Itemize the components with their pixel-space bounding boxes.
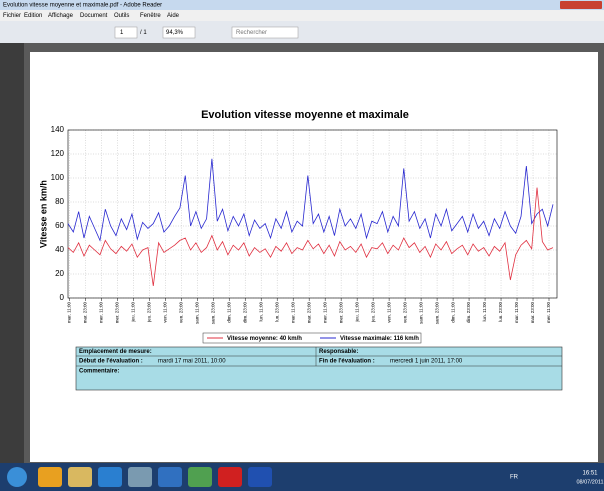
x-tick-label: mar. 11:00 bbox=[290, 302, 295, 323]
y-tick-label: 80 bbox=[55, 197, 64, 206]
x-tick-label: jeu. 23:00 bbox=[370, 302, 375, 323]
x-tick-label: ven. 23:00 bbox=[402, 302, 407, 324]
plot-frame bbox=[67, 129, 558, 299]
y-tick-label: 60 bbox=[55, 221, 64, 230]
window-buttons[interactable] bbox=[560, 1, 602, 9]
x-tick-label: mar. 11:00 bbox=[514, 302, 519, 323]
info-table bbox=[75, 346, 563, 391]
x-tick-label: mar. 23:00 bbox=[306, 302, 311, 324]
taskbar-icons bbox=[38, 467, 272, 487]
end-label: Fin de l'évaluation : bbox=[319, 359, 375, 365]
x-tick-label: lun. 23:00 bbox=[498, 302, 503, 322]
y-tick-label: 140 bbox=[51, 125, 65, 134]
x-tick-label: mer. 11:00 bbox=[98, 302, 103, 323]
toolbar bbox=[0, 21, 604, 43]
x-tick-label: jeu. 11:00 bbox=[354, 302, 359, 323]
menu-item[interactable]: Aide bbox=[167, 13, 180, 19]
x-tick-label: mer. 23:00 bbox=[114, 302, 119, 324]
responsible-label: Responsable: bbox=[319, 349, 358, 355]
menu-item[interactable]: Affichage bbox=[48, 13, 74, 19]
y-tick-label: 0 bbox=[60, 293, 65, 302]
x-tick-label: ven. 23:00 bbox=[178, 302, 183, 324]
menu-item[interactable]: Fichier bbox=[3, 13, 21, 19]
y-tick-label: 100 bbox=[51, 173, 65, 182]
menu-item[interactable]: Edition bbox=[24, 13, 42, 19]
app-icon[interactable] bbox=[218, 467, 242, 487]
start-button[interactable] bbox=[7, 467, 27, 487]
x-tick-label: sam. 23:00 bbox=[210, 302, 215, 325]
x-tick-label: mar. 11:00 bbox=[67, 302, 72, 323]
comment-label: Commentaire: bbox=[79, 369, 119, 375]
app-icon[interactable] bbox=[38, 467, 62, 487]
side-panel bbox=[0, 43, 24, 463]
app-icon[interactable] bbox=[98, 467, 122, 487]
x-tick-label: lun. 11:00 bbox=[482, 302, 487, 322]
zoom-box[interactable] bbox=[162, 26, 196, 39]
y-tick-label: 120 bbox=[51, 149, 65, 158]
page-box[interactable] bbox=[114, 26, 138, 39]
chart-title: Evolution vitesse moyenne et maximale bbox=[201, 109, 409, 121]
page-number[interactable]: 1 bbox=[120, 30, 124, 36]
x-tick-label: mar. 23:00 bbox=[83, 302, 88, 324]
app-icon[interactable] bbox=[68, 467, 92, 487]
search-box[interactable] bbox=[231, 26, 299, 39]
window-title: Evolution vitesse moyenne et maximale.pd… bbox=[3, 3, 162, 9]
x-tick-label: sam. 11:00 bbox=[418, 302, 423, 324]
legend-label: Vitesse maximale: 116 km/h bbox=[340, 336, 419, 342]
x-tick-label: sam. 23:00 bbox=[434, 302, 439, 325]
y-tick-label: 20 bbox=[55, 269, 64, 278]
start-label: Début de l'évaluation : bbox=[79, 359, 143, 365]
x-tick-label: mer. 23:00 bbox=[338, 302, 343, 324]
app-icon[interactable] bbox=[248, 467, 272, 487]
y-axis-label: Vitesse en km/h bbox=[38, 180, 48, 248]
legend bbox=[202, 332, 422, 344]
x-tick-label: lun. 23:00 bbox=[274, 302, 279, 322]
series-line bbox=[67, 158, 554, 242]
x-tick-label: mar. 23:00 bbox=[530, 302, 535, 324]
search-field[interactable]: Rechercher bbox=[236, 30, 267, 36]
page-count: / 1 bbox=[140, 30, 147, 36]
y-tick-label: 40 bbox=[55, 245, 64, 254]
x-tick-label: dim. 11:00 bbox=[450, 302, 455, 323]
x-tick-label: ven. 11:00 bbox=[386, 302, 391, 323]
x-tick-label: mer. 11:00 bbox=[546, 302, 551, 323]
language[interactable]: FR bbox=[510, 475, 519, 481]
menu-bar bbox=[0, 10, 604, 21]
x-tick-label: ven. 11:00 bbox=[162, 302, 167, 323]
app-icon[interactable] bbox=[128, 467, 152, 487]
x-tick-label: dim. 23:00 bbox=[466, 302, 471, 324]
pdf-page bbox=[30, 52, 598, 462]
clock-time[interactable]: 16:51 bbox=[582, 471, 598, 477]
x-tick-label: mer. 11:00 bbox=[322, 302, 327, 323]
x-tick-label: jeu. 23:00 bbox=[146, 302, 151, 323]
app-icon[interactable] bbox=[158, 467, 182, 487]
end-value: mercredi 1 juin 2011, 17:00 bbox=[390, 359, 463, 365]
x-tick-label: dim. 23:00 bbox=[242, 302, 247, 324]
menu-item[interactable]: Outils bbox=[114, 13, 129, 19]
title-bar bbox=[0, 0, 604, 10]
menu-item[interactable]: Fenêtre bbox=[140, 13, 161, 19]
x-tick-label: dim. 11:00 bbox=[226, 302, 231, 323]
x-tick-label: sam. 11:00 bbox=[194, 302, 199, 324]
clock-date[interactable]: 08/07/2011 bbox=[576, 479, 603, 485]
start-value: mardi 17 mai 2011, 10:00 bbox=[158, 359, 226, 365]
x-tick-label: lun. 11:00 bbox=[258, 302, 263, 322]
x-tick-label: jeu. 11:00 bbox=[130, 302, 135, 323]
app-icon[interactable] bbox=[188, 467, 212, 487]
series-line bbox=[67, 187, 554, 287]
location-label: Emplacement de mesure: bbox=[79, 349, 152, 355]
zoom-level[interactable]: 94,3% bbox=[166, 30, 184, 36]
legend-label: Vitesse moyenne: 40 km/h bbox=[227, 336, 302, 342]
menu-item[interactable]: Document bbox=[80, 13, 108, 19]
